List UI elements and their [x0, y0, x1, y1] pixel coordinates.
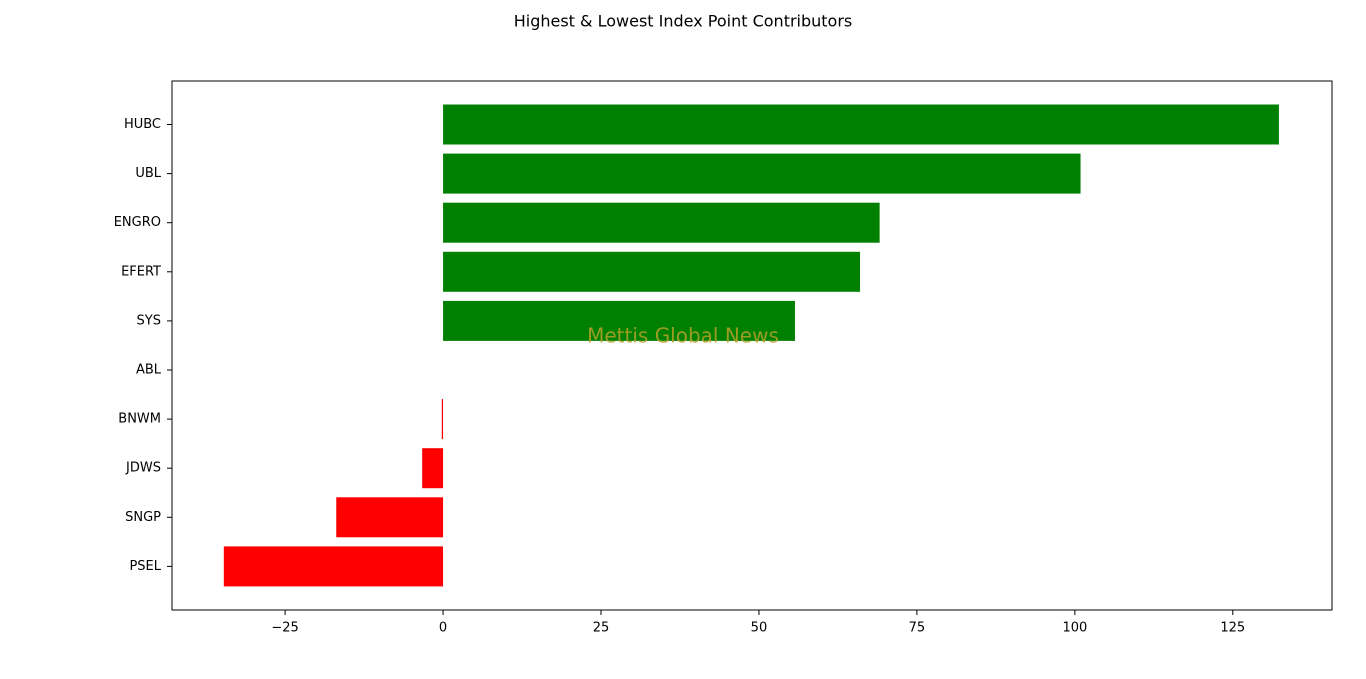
- x-tick-label: −25: [271, 621, 298, 636]
- y-tick-label: SNGP: [125, 510, 161, 525]
- bar: [422, 448, 444, 489]
- bar: [443, 202, 880, 243]
- chart-title: Highest & Lowest Index Point Contributor…: [514, 12, 853, 31]
- x-tick-label: 50: [751, 621, 768, 636]
- bar: [441, 399, 444, 440]
- bar: [336, 497, 444, 538]
- x-tick-label: 25: [593, 621, 610, 636]
- y-tick-label: UBL: [135, 166, 161, 181]
- bar: [443, 104, 1279, 145]
- x-tick-label: 0: [439, 621, 447, 636]
- watermark: Mettis Global News: [587, 324, 779, 348]
- x-tick-label: 75: [909, 621, 926, 636]
- y-tick-label: ENGRO: [114, 215, 161, 230]
- x-tick-label: 125: [1220, 621, 1245, 636]
- bar: [443, 300, 795, 341]
- y-tick-label: JDWS: [125, 461, 161, 476]
- x-tick-label: 100: [1062, 621, 1087, 636]
- y-tick-label: BNWM: [118, 412, 161, 427]
- plot-frame: [171, 80, 1333, 611]
- y-tick-label: PSEL: [129, 559, 161, 574]
- bar: [443, 251, 861, 292]
- bar: [223, 546, 444, 587]
- y-tick-label: SYS: [137, 313, 161, 328]
- y-tick-label: HUBC: [124, 117, 161, 132]
- bar: [443, 153, 1081, 194]
- y-tick-label: EFERT: [121, 264, 161, 279]
- y-tick-label: ABL: [136, 363, 162, 378]
